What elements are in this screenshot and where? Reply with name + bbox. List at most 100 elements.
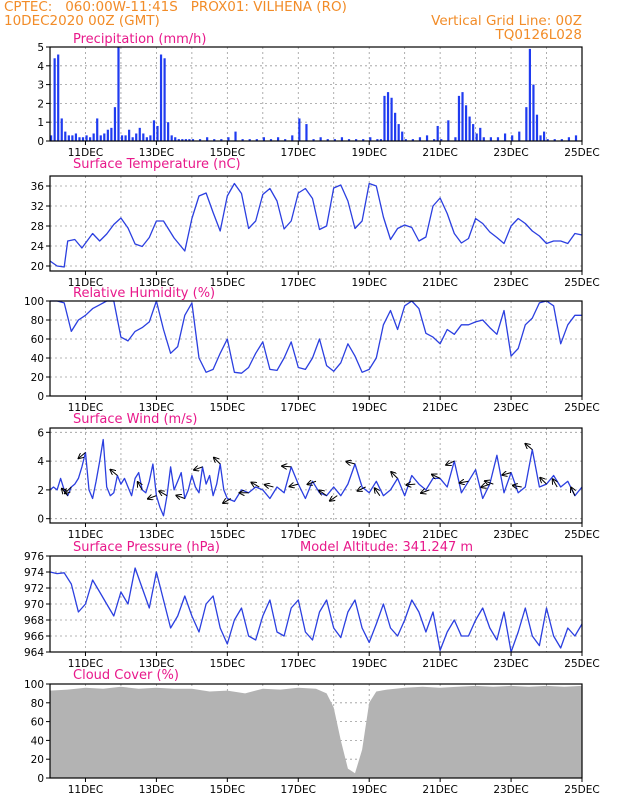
wind-xtick-label: 13DEC: [139, 529, 174, 541]
precip-bar: [546, 139, 549, 141]
pressure-ytick-label: 968: [24, 615, 44, 627]
precip-bar: [312, 139, 315, 141]
precip-bar: [64, 131, 67, 141]
precip-bar: [138, 127, 141, 141]
cloud-title: Cloud Cover (%): [73, 668, 179, 683]
precip-bar: [220, 139, 223, 141]
precip-title: Precipitation (mm/h): [73, 32, 206, 47]
temperature-ytick-label: 20: [31, 261, 44, 273]
precip-frame: [49, 46, 583, 142]
wind-xtick-label: 11DEC: [68, 529, 103, 541]
pressure-ytick-label: 972: [24, 583, 44, 595]
cloud-panel: [46, 683, 583, 782]
temperature-title: Surface Temperature (nC): [73, 157, 241, 172]
humidity-xtick-label: 15DEC: [210, 402, 245, 414]
precip-bar: [120, 135, 124, 141]
precip-bar: [475, 133, 478, 141]
humidity-line: [50, 300, 582, 374]
cloud-xtick-label: 25DEC: [564, 784, 599, 796]
precip-bar: [117, 47, 120, 141]
precip-bar: [447, 120, 450, 141]
cloud-xtick-label: 23DEC: [493, 784, 528, 796]
precip-bar: [89, 137, 92, 141]
precip-bar: [394, 112, 397, 141]
cloud-ytick-label: 100: [24, 679, 44, 691]
precip-bar: [124, 135, 127, 141]
precip-bar: [436, 125, 439, 141]
precip-bar: [113, 107, 117, 141]
header-grid-note: Vertical Grid Line: 00Z: [431, 13, 582, 29]
precip-ytick-label: 5: [37, 42, 44, 54]
humidity-xtick-label: 19DEC: [351, 402, 386, 414]
precip-bar: [184, 139, 187, 141]
precip-bar: [496, 137, 500, 141]
precip-bar: [433, 139, 436, 141]
precip-ytick-label: 0: [37, 136, 44, 148]
temperature-panel: [46, 175, 583, 275]
wind-vector-arrow: [571, 487, 575, 496]
wind-xtick-label: 15DEC: [210, 529, 245, 541]
temperature-xtick-label: 13DEC: [139, 277, 174, 289]
wind-vector-arrow: [214, 458, 221, 465]
header-date: 10DEC2020 00Z (GMT): [4, 13, 160, 29]
wind-vector-arrow: [159, 491, 168, 496]
precip-bar: [276, 137, 280, 141]
precip-bar: [376, 139, 379, 141]
precip-bar: [457, 95, 461, 141]
precip-bar: [461, 92, 464, 141]
cloud-ytick-label: 0: [37, 773, 44, 785]
precip-bar: [248, 139, 251, 141]
precip-bar: [92, 133, 95, 141]
wind-xtick-label: 17DEC: [281, 529, 316, 541]
cloud-xtick-label: 21DEC: [422, 784, 457, 796]
precip-bar: [152, 120, 156, 141]
temperature-ytick-label: 24: [31, 241, 45, 253]
precip-bar: [99, 135, 102, 141]
pressure-xtick-label: 21DEC: [422, 658, 457, 670]
humidity-xtick-label: 21DEC: [422, 402, 457, 414]
precip-bar: [234, 131, 237, 141]
pressure-panel: [46, 555, 583, 656]
cloud-xtick-label: 15DEC: [210, 784, 245, 796]
precip-bar: [528, 48, 531, 141]
wind-vector-arrow: [553, 479, 558, 488]
pressure-ytick-label: 970: [24, 599, 44, 611]
humidity-ytick-label: 60: [31, 334, 44, 346]
precip-bar: [74, 133, 78, 141]
wind-ytick-label: 6: [37, 427, 44, 439]
precip-bar: [355, 139, 358, 141]
pressure-frame: [49, 555, 583, 653]
cloud-area: [50, 685, 582, 778]
precip-bar: [369, 137, 372, 141]
wind-vector-arrow: [176, 495, 185, 498]
precip-bar: [425, 135, 429, 141]
pressure-xtick-label: 19DEC: [351, 658, 386, 670]
precip-bar: [386, 92, 390, 141]
pressure-xtick-label: 13DEC: [139, 658, 174, 670]
cloud-ytick-label: 80: [31, 698, 44, 710]
precip-bar: [298, 118, 301, 141]
precip-bar: [57, 54, 60, 141]
precip-bar: [269, 139, 273, 141]
wind-vector-arrow: [110, 470, 118, 476]
wind-xtick-label: 21DEC: [422, 529, 457, 541]
precip-bar: [404, 139, 407, 141]
precip-bar: [340, 137, 344, 141]
precip-bar: [110, 127, 113, 141]
precip-bar: [163, 58, 166, 141]
wind-vector-arrow: [346, 462, 356, 464]
pressure-ytick-label: 974: [24, 567, 44, 579]
precip-bar: [379, 139, 383, 141]
precip-xtick-label: 17DEC: [281, 147, 316, 159]
precip-panel: [46, 46, 583, 145]
precip-bar: [181, 139, 184, 141]
wind-panel: [46, 427, 583, 527]
precip-bar: [131, 137, 134, 141]
precip-bar: [60, 118, 63, 141]
temperature-xtick-label: 25DEC: [564, 277, 599, 289]
precip-bar: [227, 137, 230, 141]
precip-xtick-label: 23DEC: [493, 147, 528, 159]
wind-vector-arrow: [375, 488, 381, 496]
wind-vector-arrow: [138, 482, 143, 491]
